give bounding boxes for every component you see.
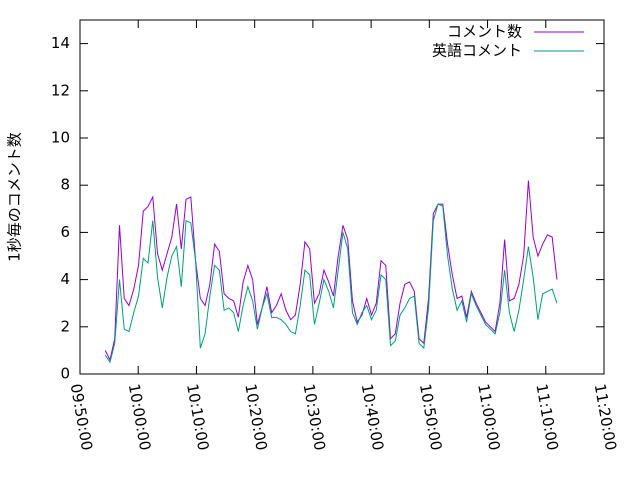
legend-label: 英語コメント — [432, 42, 522, 60]
x-tick-label: 10:10:00 — [183, 382, 212, 451]
series-line — [104, 203, 558, 364]
plot-frame — [79, 19, 605, 375]
x-tick-label: 11:20:00 — [591, 382, 620, 451]
y-tick-label: 6 — [60, 223, 70, 241]
y-axis-label: 1秒毎のコメント数 — [6, 132, 24, 262]
y-tick-label: 4 — [60, 270, 70, 288]
x-tick-label: 10:50:00 — [416, 382, 445, 451]
legend-label: コメント数 — [447, 23, 522, 41]
y-tick-label: 14 — [51, 34, 70, 52]
x-tick-label: 10:30:00 — [300, 382, 329, 451]
y-tick-label: 10 — [51, 129, 70, 147]
x-tick-label: 09:50:00 — [67, 382, 96, 451]
x-tick-label: 11:10:00 — [532, 382, 561, 451]
x-tick-label: 10:40:00 — [358, 382, 387, 451]
x-tick-label: 10:00:00 — [125, 382, 154, 451]
y-tick-label: 0 — [60, 365, 70, 383]
x-tick-label: 11:00:00 — [474, 382, 503, 451]
y-tick-label: 8 — [60, 176, 70, 194]
x-tick-label: 10:20:00 — [241, 382, 270, 451]
y-tick-label: 12 — [51, 81, 70, 99]
y-tick-label: 2 — [60, 317, 70, 335]
series-line — [104, 180, 558, 362]
